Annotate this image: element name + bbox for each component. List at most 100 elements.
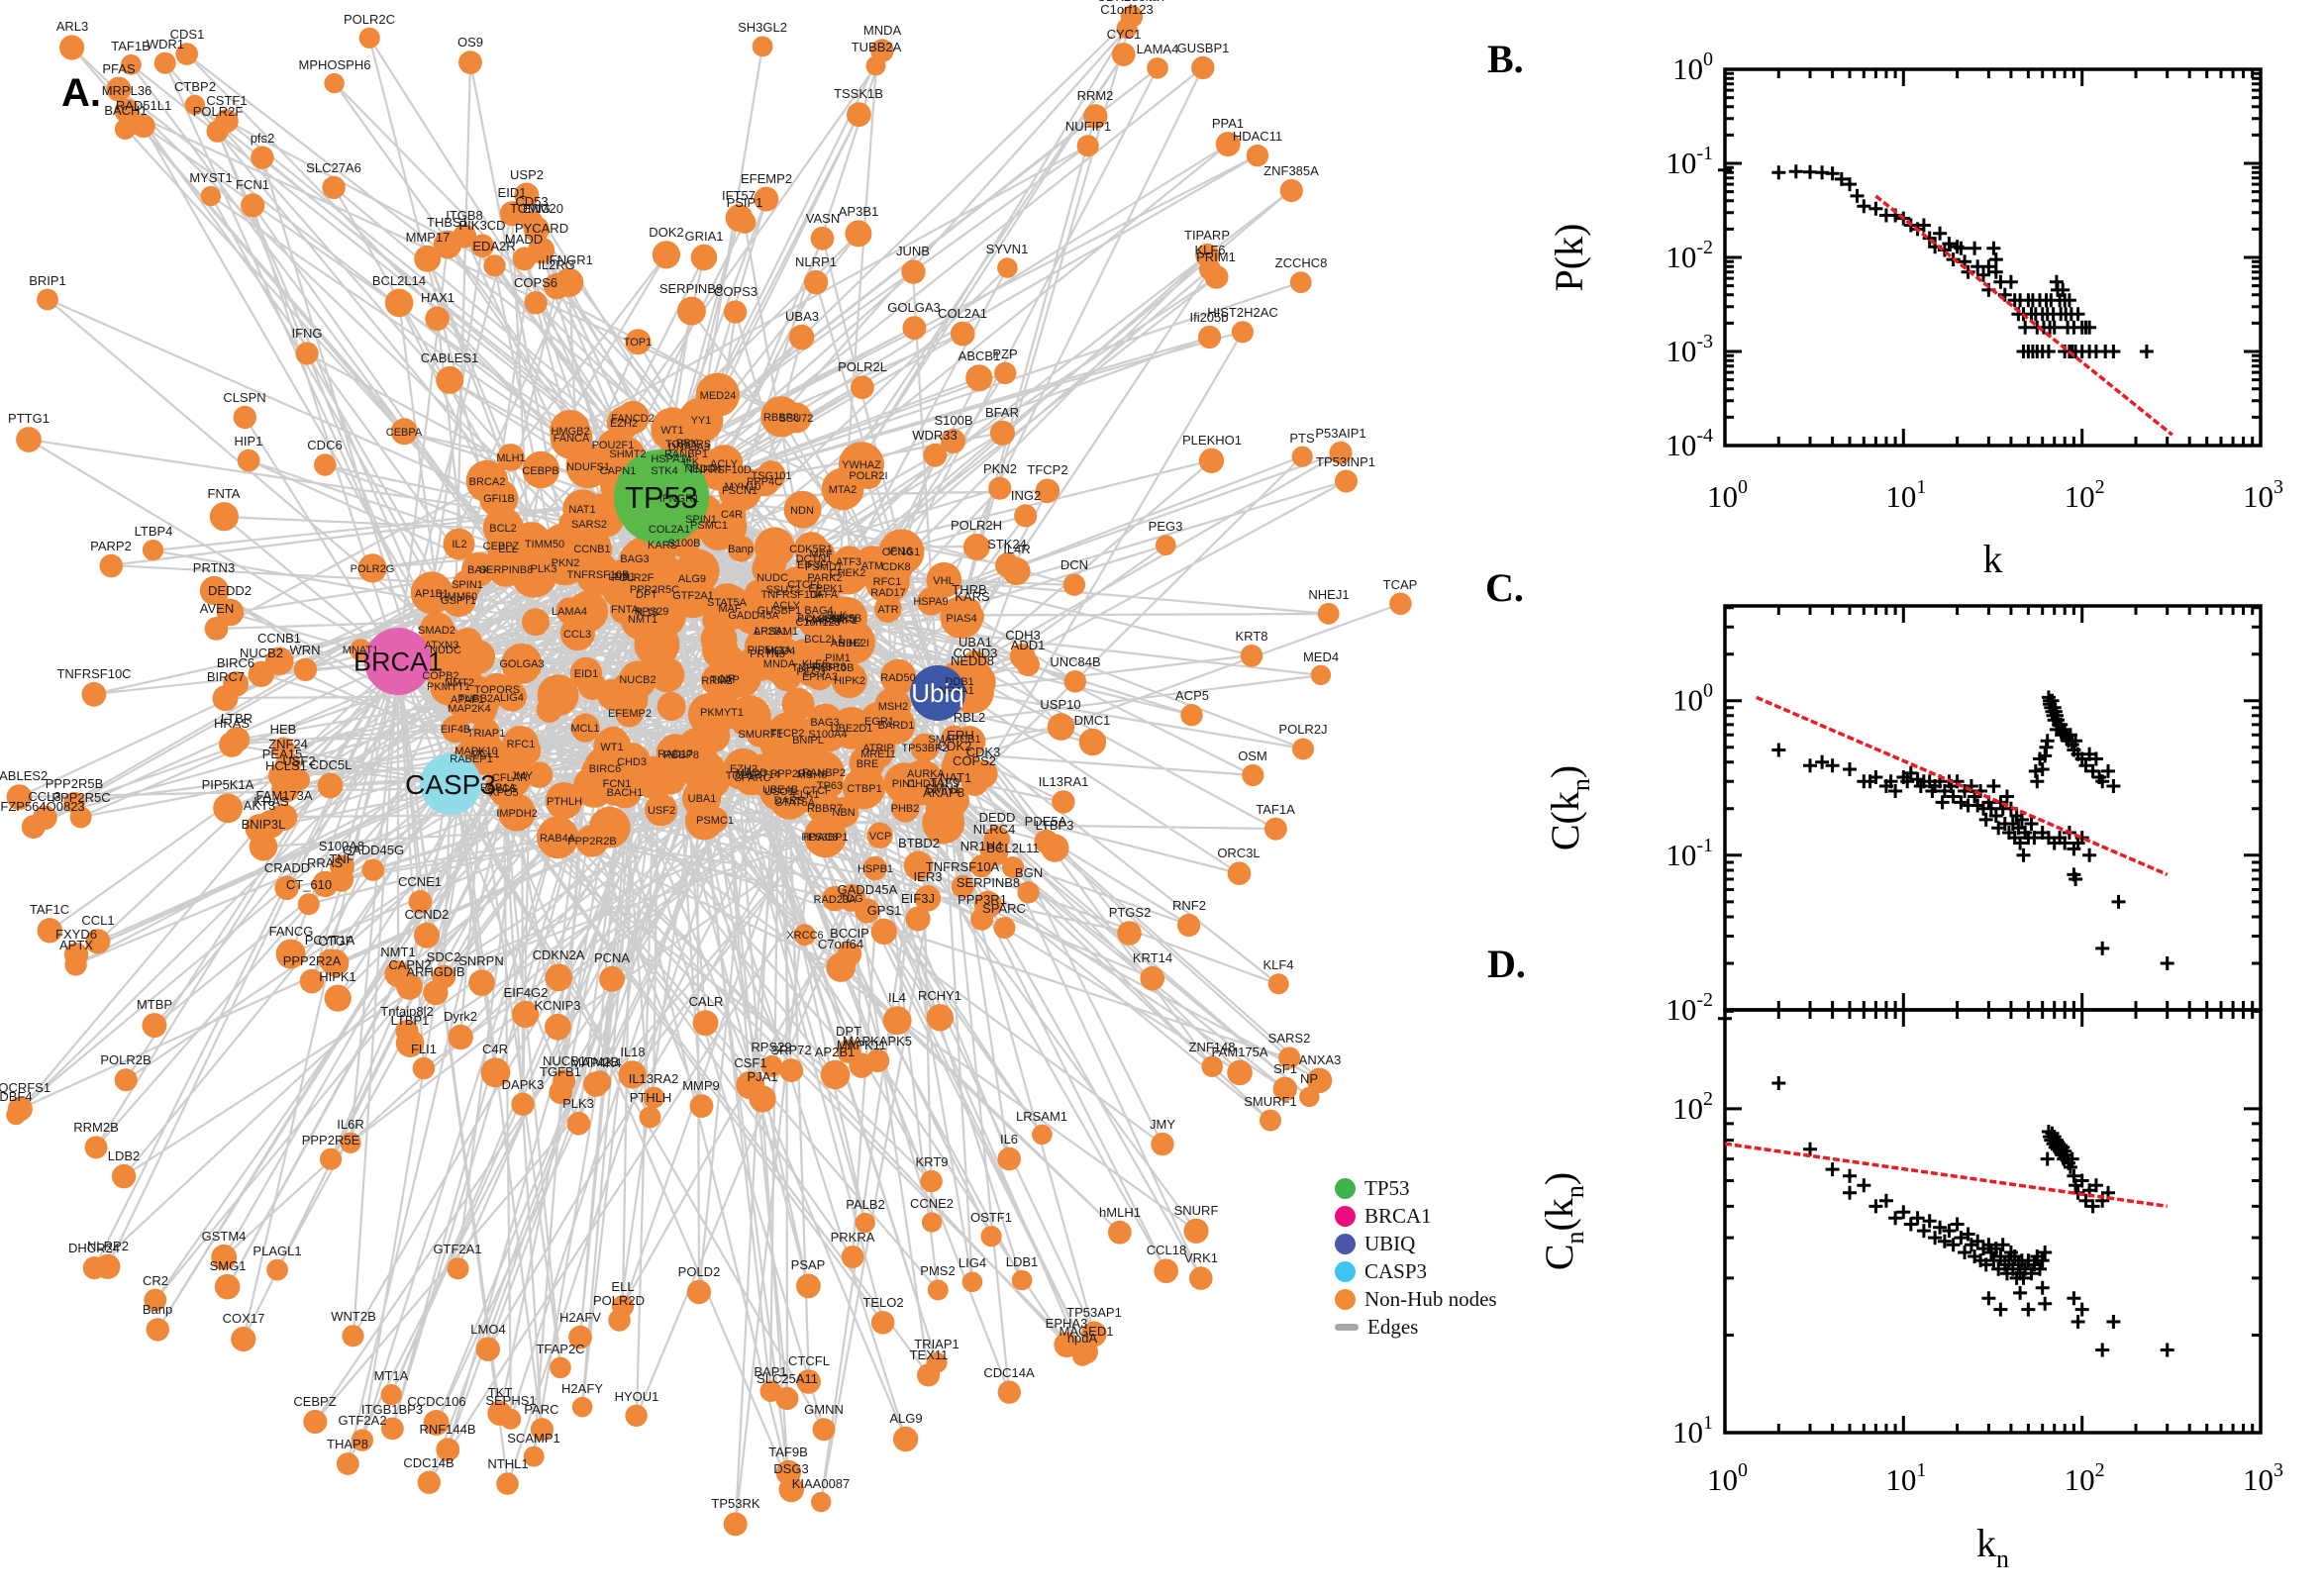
legend-item: Non-Hub nodes [1335, 1285, 1497, 1313]
gene-label: KRT14 [1133, 950, 1172, 965]
gene-label: MED4 [765, 646, 796, 657]
non-hub-node [1116, 18, 1138, 40]
gene-label: PEA15 [262, 747, 302, 761]
gene-label: SARS2 [571, 519, 607, 531]
gene-label: HRAS [214, 716, 250, 731]
gene-label: EFEMP2 [741, 171, 792, 186]
gene-label: TP63 [817, 780, 843, 792]
non-hub-node [209, 502, 239, 532]
gene-label: MYST1 [189, 170, 232, 185]
gene-label: CDC6 [307, 438, 342, 452]
non-hub-node [750, 465, 780, 497]
non-hub-node [803, 269, 829, 295]
gene-label: PARK2 [807, 572, 842, 584]
gene-label: USP10 [1040, 697, 1080, 712]
non-hub-node [682, 778, 722, 819]
non-hub-node [754, 186, 779, 212]
non-hub-node [1017, 881, 1040, 904]
gene-label: CAPN1 [600, 465, 637, 477]
non-hub-node [811, 1491, 832, 1513]
gene-label: CDK5R1 [789, 544, 832, 555]
gene-label: EGR1 [864, 716, 894, 728]
gene-label: LDB2 [108, 1148, 141, 1163]
non-hub-node [384, 288, 414, 318]
gene-label: BAX [467, 564, 490, 576]
gene-label: CHD3 [907, 778, 937, 790]
gene-label: ERH [947, 728, 973, 743]
gene-label: ACP5 [1175, 688, 1209, 703]
y-tick-label: 10-3 [1666, 331, 1713, 368]
non-hub-node [396, 973, 423, 1000]
non-hub-node [95, 1253, 121, 1279]
gene-label: ITM2B [581, 1054, 619, 1069]
gene-label: NLRC4 [973, 822, 1016, 837]
gene-label: GTF2A1 [672, 590, 714, 602]
gene-label: MAPK11 [837, 1038, 886, 1052]
non-hub-node [994, 361, 1017, 385]
non-hub-node [530, 1418, 555, 1442]
non-hub-node [997, 1147, 1021, 1171]
non-hub-node [845, 220, 872, 248]
non-hub-node [865, 1048, 890, 1073]
gene-label: GFI1B [483, 493, 515, 505]
non-hub-node [542, 540, 588, 586]
non-hub-node [184, 94, 205, 116]
gene-label: CDH3 [1005, 628, 1040, 643]
gene-label: TAF9B [768, 1445, 808, 1459]
non-hub-node [114, 98, 140, 124]
gene-label: SMAD2 [418, 625, 455, 637]
non-hub-node [570, 713, 600, 743]
non-hub-node [448, 1024, 473, 1050]
gene-label: EID1 [574, 668, 598, 680]
gene-label: FCN1 [603, 778, 632, 790]
gene-label: BCL2L14 [372, 273, 426, 288]
gene-label: PLAGL1 [252, 1244, 301, 1258]
non-hub-node [465, 459, 509, 503]
gene-label: COPS6 [514, 275, 557, 290]
non-hub-node [910, 733, 940, 762]
non-hub-node [342, 1325, 364, 1347]
gene-label: NR4A1 [939, 685, 973, 697]
gene-label: RCHY1 [918, 988, 961, 1003]
gene-label: TOMM20 [510, 201, 563, 216]
gene-label: TIMM50 [525, 539, 564, 550]
gene-label: NLRP1 [795, 254, 837, 269]
non-hub-node [37, 288, 58, 311]
gene-label: KIAA0087 [792, 1476, 851, 1491]
gene-label: FCN1 [236, 177, 269, 192]
gene-label: MADD [505, 232, 543, 247]
non-hub-node [526, 761, 554, 788]
gene-label: DHCR24 [68, 1241, 120, 1255]
non-hub-node [453, 224, 477, 249]
gene-label: COPB2 [422, 670, 458, 682]
gene-label: GADD45A [838, 882, 898, 897]
gene-label: MRPL36 [102, 83, 152, 98]
gene-label: S100A8 [319, 839, 364, 853]
non-hub-node [340, 1132, 361, 1153]
gene-label: POU2F1 [592, 440, 635, 451]
non-hub-node [870, 1311, 895, 1335]
gene-label: UBE2D1 [831, 723, 873, 735]
non-hub-node [831, 661, 867, 699]
non-hub-node [608, 678, 649, 719]
non-hub-node [144, 1288, 167, 1312]
non-hub-node [766, 712, 808, 753]
gene-label: Tnfaip8l2 [380, 1004, 433, 1019]
gene-label: WDR33 [912, 428, 958, 443]
legend-item-label: Non-Hub nodes [1364, 1286, 1497, 1311]
non-hub-node [1117, 921, 1142, 946]
gene-label: DFFA [810, 589, 839, 601]
gene-label: MNDA [763, 658, 796, 670]
gene-label: POLD2 [678, 1264, 721, 1279]
gene-label: IFI16 [887, 546, 912, 557]
non-hub-node [511, 1092, 535, 1117]
non-hub-node [638, 552, 684, 598]
gene-label: IFNG [291, 326, 322, 341]
gene-label: NUCB2 [619, 674, 656, 686]
non-hub-node [744, 754, 782, 794]
gene-label: PCNA [594, 950, 630, 965]
x-tick-label: 102 [2065, 476, 2105, 514]
gene-label: CYC1 [1107, 27, 1142, 42]
non-hub-node [468, 969, 495, 996]
non-hub-node [1151, 1132, 1174, 1156]
